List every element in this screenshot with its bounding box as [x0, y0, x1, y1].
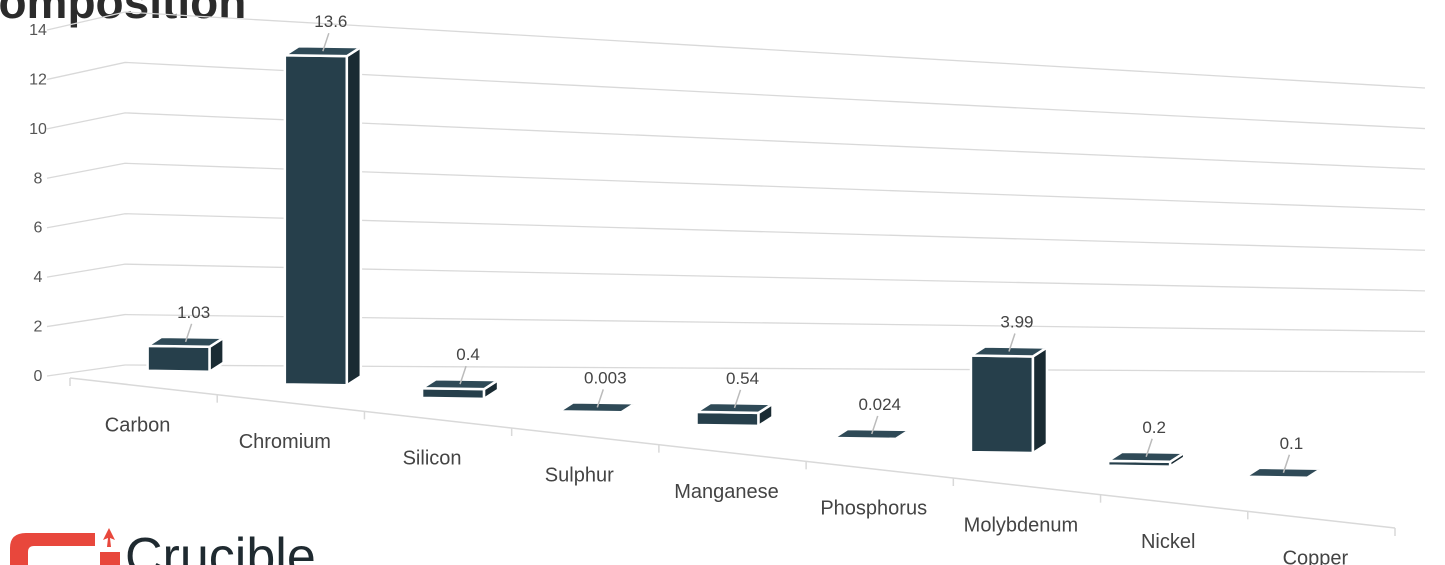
- y-tick-label: 8: [34, 170, 43, 187]
- bar-copper: 0.1: [1241, 434, 1326, 483]
- bar-front: [695, 410, 760, 428]
- y-tick-label: 12: [29, 71, 47, 88]
- bar-front: [146, 344, 211, 373]
- bar-phosphorus: 0.024: [829, 395, 914, 442]
- y-tick-label: 10: [29, 121, 47, 138]
- data-label: 0.003: [584, 368, 627, 387]
- y-tick-label: 14: [29, 22, 47, 39]
- x-tick-label: Manganese: [674, 481, 779, 503]
- data-label-leader: [871, 415, 879, 435]
- bar-side: [345, 44, 363, 388]
- x-tick-label: Molybdenum: [964, 514, 1079, 536]
- x-tick-label: Sulphur: [545, 464, 614, 486]
- gridline: [46, 213, 1426, 251]
- x-tick-label: Copper: [1283, 548, 1349, 565]
- data-label: 13.6: [314, 12, 347, 31]
- y-tick-label: 4: [34, 269, 43, 286]
- gridline: [46, 162, 1426, 211]
- data-label-leader: [459, 365, 467, 385]
- gridline: [46, 11, 1426, 89]
- bar-manganese: 0.54: [692, 369, 777, 429]
- logo-text: Crucible: [125, 528, 316, 565]
- data-label-leader: [596, 389, 604, 408]
- x-tick-label: Phosphorus: [820, 498, 927, 520]
- bar-molybdenum: 3.99: [966, 313, 1052, 456]
- data-label: 0.1: [1280, 434, 1304, 453]
- data-label: 1.03: [177, 303, 210, 322]
- bar-sulphur: 0.003: [555, 368, 640, 415]
- data-label-leader: [1145, 438, 1153, 458]
- gridline: [46, 263, 1426, 292]
- gridline: [46, 112, 1426, 170]
- y-tick-label: 6: [34, 220, 43, 237]
- gridline: [46, 313, 1426, 333]
- bars: 1.03 13.6 0.4 0.003 0.54 0.024 3.99 0.2 0.1: [143, 12, 1326, 483]
- chart-title: Alloy Composition: [0, 0, 246, 28]
- x-tick-label: Nickel: [1141, 531, 1195, 553]
- bar-front: [969, 354, 1035, 455]
- gridline: [46, 61, 1426, 130]
- bar-silicon: 0.4: [417, 345, 503, 402]
- data-label: 0.4: [456, 345, 480, 364]
- bar-top: [966, 345, 1052, 358]
- bar-chromium: 13.6: [280, 12, 365, 388]
- x-tick-label: Carbon: [105, 414, 171, 436]
- data-label-leader: [322, 32, 330, 52]
- bar-side: [1031, 345, 1049, 456]
- x-axis-labels: Carbon Chromium Silicon Sulphur Manganese Pho…: [105, 414, 1349, 565]
- bar-front: [283, 53, 349, 387]
- bar-nickel: 0.2: [1104, 418, 1189, 469]
- data-label: 0.54: [726, 369, 759, 388]
- crucible-logo: Crucible: [10, 528, 316, 565]
- data-label-leader: [184, 323, 193, 343]
- data-label: 0.024: [858, 395, 901, 414]
- data-label: 3.99: [1000, 313, 1033, 332]
- data-label-leader: [733, 389, 742, 409]
- y-axis-ticks: 0 2 4 6 8 10 12 14: [29, 22, 47, 385]
- y-tick-label: 0: [34, 368, 43, 385]
- x-tick-label: Chromium: [239, 431, 331, 453]
- x-tick-label: Silicon: [403, 448, 462, 470]
- maple-leaf-icon: [103, 528, 115, 547]
- data-label: 0.2: [1142, 418, 1166, 437]
- gridlines: [46, 11, 1426, 529]
- data-label-leader: [1008, 333, 1016, 352]
- x-axis-ticks: [69, 378, 1396, 536]
- bar-carbon: 1.03: [143, 303, 228, 374]
- y-tick-label: 2: [34, 319, 43, 336]
- x-axis-line: [69, 377, 1396, 529]
- data-label-leader: [1282, 454, 1291, 474]
- logo-mark-base: [100, 552, 120, 565]
- logo-mark-icon: [10, 533, 95, 565]
